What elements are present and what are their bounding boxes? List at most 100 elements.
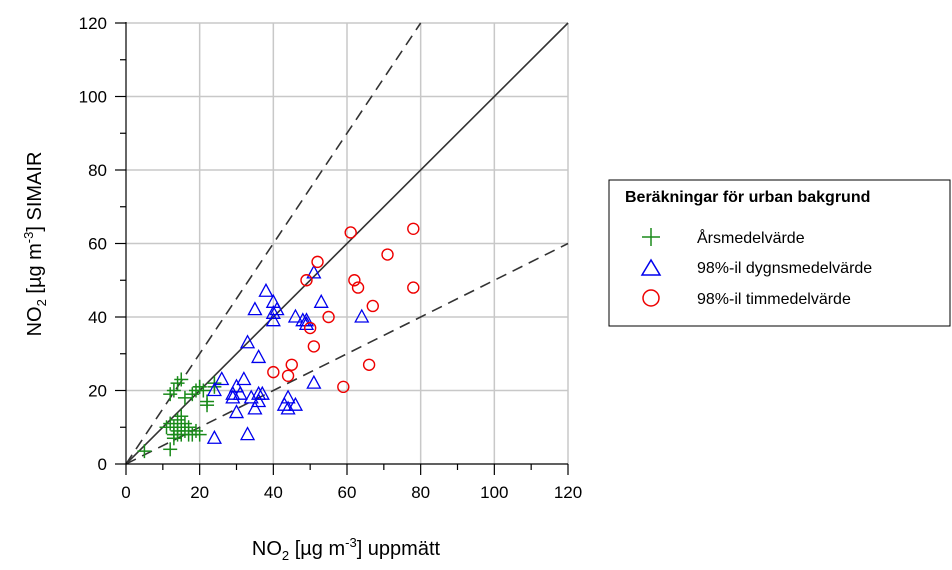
point-triangle [280,389,296,404]
point-plus [170,376,185,391]
point-plus [196,383,211,398]
x-tick-labels: 0 20 40 60 80 100 120 [121,483,582,502]
point-triangle [228,378,245,393]
x-tick-label-4: 80 [411,483,430,502]
point-plus [192,379,207,394]
point-triangle [354,308,370,323]
point-triangle [228,404,245,419]
reference-line-dashed-2 [125,242,569,465]
y-axis-label-unit-end: ] SIMAIR [24,152,46,232]
x-axis-label-unit: [µg m [289,538,345,560]
x-axis-label-main: NO [252,538,282,560]
point-plus [188,423,203,438]
point-triangle [265,312,281,327]
y-axis-label-main: NO [24,306,46,336]
x-axis-label: NO2 [µg m-3] uppmätt [252,535,441,563]
x-tick-label-2: 40 [264,483,283,502]
y-tick-labels: 0 20 40 60 80 100 120 [79,14,107,474]
point-plus [166,383,181,398]
point-circle [407,281,420,294]
legend: Beräkningar för urban bakgrund Årsmedelv… [608,179,951,327]
series-circle [267,222,420,394]
point-plus [174,409,189,424]
y-tick-label-5: 100 [79,88,107,107]
point-circle [267,365,280,379]
point-triangle [313,293,329,308]
point-circle [285,358,298,371]
point-circle [337,380,350,394]
legend-entry-arsmedelvarde: Årsmedelvärde [697,228,805,247]
x-axis-label-unit-end: ] uppmätt [357,538,441,560]
point-triangle [206,382,222,397]
legend-entry-dygnsmedelvarde: 98%-il dygnsmedelvärde [697,260,872,277]
point-triangle [243,389,259,404]
point-triangle [239,426,256,441]
y-axis-label-sup: -3 [21,232,36,244]
point-circle [407,222,420,236]
y-axis-label: NO2 [µg m-3] SIMAIR [21,152,49,337]
point-circle [322,310,335,324]
x-axis-label-sup: -3 [345,535,357,550]
x-tick-label-3: 60 [338,483,357,502]
point-circle [362,358,376,371]
legend-plus-icon [642,228,660,246]
legend-title: Beräkningar för urban bakgrund [625,189,870,206]
y-tick-label-6: 120 [79,14,107,33]
point-triangle [276,396,292,411]
y-tick-label-2: 40 [88,308,107,327]
point-circle [303,321,317,335]
point-triangle [298,315,315,331]
point-plus [163,387,178,402]
point-circle [351,281,365,294]
point-triangle [251,393,267,408]
point-triangle [269,301,285,316]
y-tick-label-0: 0 [98,455,107,474]
x-tick-label-5: 100 [480,483,508,502]
data-points [137,222,420,459]
y-tick-label-3: 60 [88,235,107,254]
series-triangle [206,264,370,444]
point-triangle [254,385,270,400]
point-triangle [306,264,322,279]
point-plus [163,416,178,431]
point-triangle [232,385,248,400]
legend-box [608,179,951,327]
point-plus [137,444,152,459]
point-triangle [225,389,241,404]
x-tick-label-0: 0 [121,483,130,502]
point-plus [163,442,178,457]
legend-entry-timmedelvarde: 98%-il timmedelvärde [697,291,851,308]
legend-circle-icon [642,289,660,307]
point-plus [177,416,192,431]
y-tick-label-1: 20 [88,382,107,401]
point-triangle [247,301,263,316]
point-circle [366,299,379,313]
point-triangle [280,400,296,415]
y-tick-label-4: 80 [88,161,107,180]
point-triangle [247,400,263,415]
y-axis-label-unit: [µg m [24,243,46,299]
point-circle [348,274,361,287]
series-plus [137,372,222,459]
point-triangle [236,371,252,386]
y-axis-label-sub: 2 [34,299,49,306]
point-triangle [287,308,304,323]
reference-line-dashed-1 [125,22,422,465]
point-plus [177,390,192,405]
point-plus [170,412,185,427]
point-circle [344,226,357,239]
point-plus [185,387,200,402]
x-tick-label-1: 20 [190,483,209,502]
point-plus [174,372,189,387]
point-triangle [265,304,281,319]
point-circle [281,369,295,382]
point-triangle [298,312,315,327]
point-triangle [258,282,274,297]
point-plus [200,398,215,413]
point-triangle [306,374,322,389]
legend-triangle-icon [640,258,662,276]
point-triangle [287,396,304,411]
point-triangle [225,385,241,400]
point-triangle [251,349,267,364]
